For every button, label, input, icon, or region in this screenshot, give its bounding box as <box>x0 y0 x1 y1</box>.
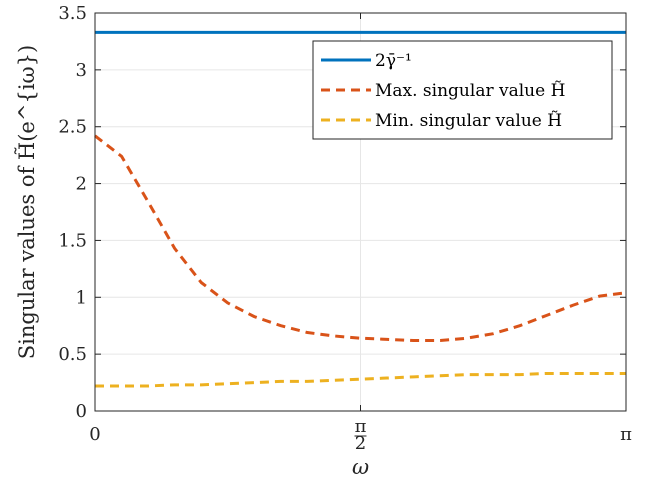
legend-label-1: Max. singular value H̃ <box>375 81 565 101</box>
y-tick-label-1: 0.5 <box>58 344 87 365</box>
legend-label-0: 2γ̄⁻¹ <box>375 51 412 71</box>
y-tick-label-5: 2.5 <box>58 117 87 138</box>
y-tick-label-4: 2 <box>76 174 87 195</box>
y-tick-label-0: 0 <box>76 401 87 422</box>
legend-label-2: Min. singular value H̃ <box>375 111 562 131</box>
y-tick-label-3: 1.5 <box>58 230 87 251</box>
x-tick-label-denominator: 2 <box>355 433 366 454</box>
x-tick-label-2: π <box>620 424 632 445</box>
y-axis-title: Singular values of H̃(e^{iω}) <box>15 45 39 359</box>
x-tick-label-1: π2 <box>355 416 367 454</box>
legend: 2γ̄⁻¹ Max. singular value H̃ Min. singular… <box>313 41 612 139</box>
y-tick-label-6: 3 <box>76 60 87 81</box>
x-tick-label-0: 0 <box>89 424 100 445</box>
y-tick-label-7: 3.5 <box>58 3 87 24</box>
y-tick-label-2: 1 <box>76 287 87 308</box>
x-axis-title: ω <box>352 455 369 479</box>
